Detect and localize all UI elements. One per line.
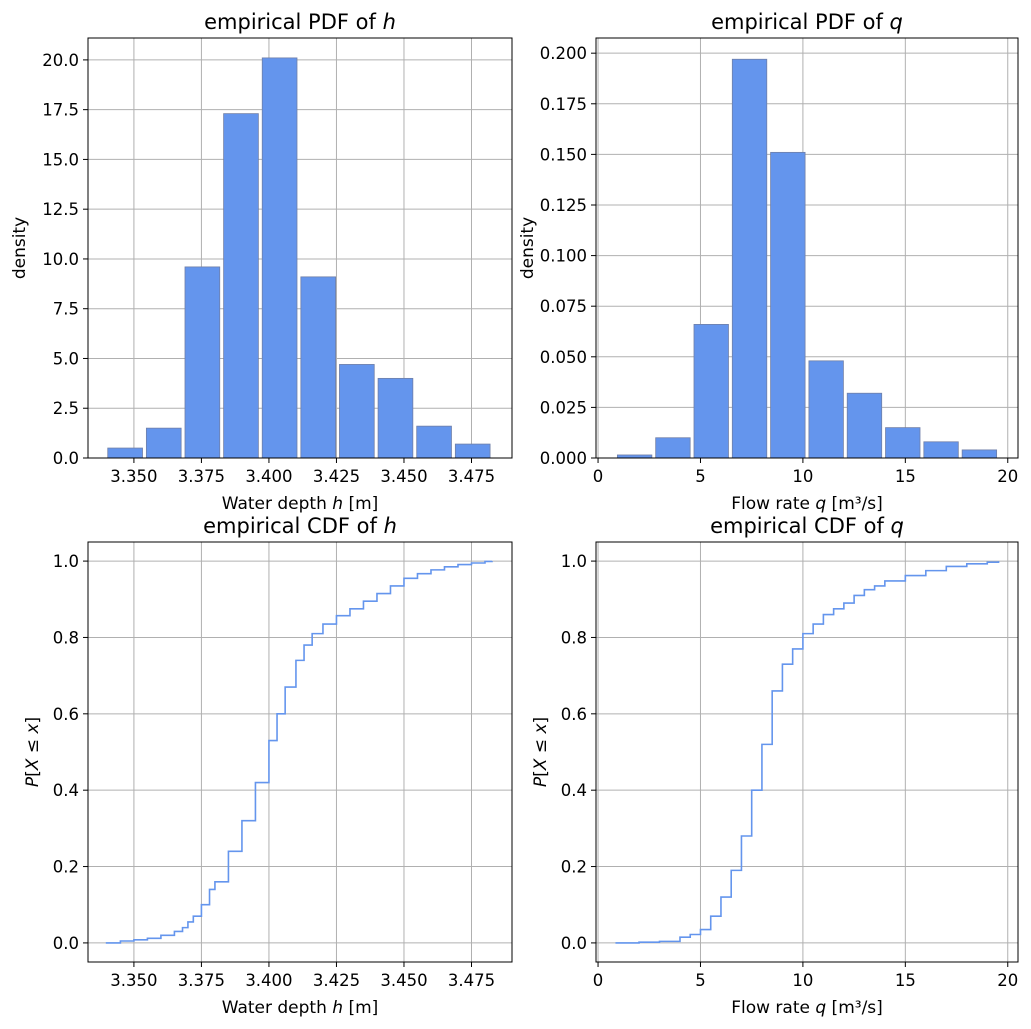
histogram-bar-8 [885, 427, 921, 459]
y-tick-label: 0.0 [561, 934, 587, 953]
y-tick-label: 0.200 [540, 44, 587, 63]
histogram-bar-1 [107, 447, 143, 459]
y-tick-label: 0.0 [53, 449, 79, 468]
histogram-bar-5 [770, 151, 806, 459]
y-tick-label: 0.025 [540, 398, 587, 417]
histogram-bar-3 [693, 324, 729, 459]
chart-panel-4: 0 5 10 15 20 0.0 0.2 0.4 0.6 0.8 1.0 empirical CDF … [531, 514, 1019, 1018]
histogram-bar-6 [808, 360, 844, 459]
x-tick-label: 3.475 [448, 467, 495, 486]
x-tick-label: 3.450 [380, 467, 427, 486]
histogram-bar-2 [145, 427, 182, 459]
x-tick-label: 3.475 [448, 971, 495, 990]
x-tick-label: 0 [593, 971, 604, 990]
y-tick-label: 15.0 [42, 150, 79, 169]
y-tick-label: 0.2 [561, 858, 587, 877]
plot-frame [87, 37, 513, 459]
x-axis-label: Water depth h [m] [222, 494, 379, 514]
y-tick-label: 1.0 [561, 552, 587, 571]
y-tick-label: 0.2 [53, 858, 79, 877]
y-tick-label: 2.5 [53, 399, 79, 418]
y-tick-label: 0.6 [561, 705, 587, 724]
histogram-bar-9 [416, 425, 452, 459]
y-tick-label: 0.175 [540, 95, 587, 114]
y-axis-label: density [518, 217, 538, 279]
x-tick-label: 0 [593, 467, 604, 486]
y-tick-label: 10.0 [42, 250, 79, 269]
x-tick-label: 20 [997, 467, 1018, 486]
histogram-bar-9 [923, 441, 959, 459]
y-tick-label: 0.125 [540, 196, 587, 215]
x-tick-label: 3.375 [178, 971, 225, 990]
y-tick-label: 0.150 [540, 145, 587, 164]
y-tick-label: 0.6 [53, 705, 79, 724]
x-tick-label: 3.375 [178, 467, 225, 486]
x-tick-label: 3.400 [245, 971, 292, 990]
chart-title: empirical CDF of q [710, 514, 904, 538]
cdf-line [105, 560, 493, 944]
x-tick-label: 10 [792, 467, 813, 486]
chart-title: empirical PDF of h [204, 10, 396, 34]
x-tick-label: 3.425 [313, 467, 360, 486]
x-tick-label: 5 [695, 467, 706, 486]
x-tick-label: 3.350 [110, 467, 157, 486]
x-tick-label: 15 [895, 971, 916, 990]
chart-title: empirical PDF of q [711, 10, 903, 34]
x-tick-label: 3.450 [380, 971, 427, 990]
y-axis-label: P[X ≤ x] [23, 717, 43, 787]
y-tick-label: 20.0 [42, 51, 79, 70]
x-tick-label: 3.350 [110, 971, 157, 990]
histogram-bar-10 [454, 443, 491, 459]
y-tick-label: 0.050 [540, 348, 587, 367]
histogram-bar-8 [377, 377, 414, 459]
y-tick-label: 5.0 [53, 349, 79, 368]
histogram-bar-4 [731, 58, 768, 459]
y-tick-label: 7.5 [53, 300, 79, 319]
y-tick-label: 0.075 [540, 297, 587, 316]
x-tick-label: 10 [792, 971, 813, 990]
x-axis-label: Flow rate q [m³/s] [731, 494, 883, 514]
x-tick-label: 3.425 [313, 971, 360, 990]
x-axis-label: Water depth h [m] [222, 998, 379, 1018]
y-tick-label: 0.4 [561, 781, 587, 800]
histogram-bar-6 [300, 276, 337, 459]
y-tick-label: 12.5 [42, 200, 79, 219]
x-tick-label: 15 [895, 467, 916, 486]
y-tick-label: 0.4 [53, 781, 79, 800]
cdf-line [615, 561, 1000, 944]
x-tick-label: 20 [997, 971, 1018, 990]
chart-panel-3: 3.350 3.375 3.400 3.425 3.450 3.475 0.0 0.2 0.4 0… [23, 514, 513, 1018]
histogram-bar-3 [184, 266, 221, 459]
y-tick-label: 0.0 [53, 934, 79, 953]
plot-frame [595, 37, 1019, 459]
chart-panel-2: 0 5 10 15 20 0.000 0.025 0.050 0.075 0.100 0.125 0.… [518, 10, 1019, 514]
x-tick-label: 5 [695, 971, 706, 990]
histogram-bar-5 [261, 57, 298, 459]
plot-frame [595, 541, 1019, 963]
y-tick-label: 0.8 [53, 628, 79, 647]
y-axis-label: density [10, 217, 30, 279]
histogram-bar-4 [223, 113, 259, 459]
y-tick-label: 0.100 [540, 247, 587, 266]
x-axis-label: Flow rate q [m³/s] [731, 998, 883, 1018]
y-tick-label: 0.000 [540, 449, 587, 468]
histogram-bar-2 [655, 437, 691, 459]
chart-title: empirical CDF of h [203, 514, 397, 538]
y-tick-label: 17.5 [42, 101, 79, 120]
x-tick-label: 3.400 [245, 467, 292, 486]
histogram-bar-7 [339, 364, 375, 459]
chart-panel-1: 3.350 3.375 3.400 3.425 3.450 3.475 0.0 2.5 5.0 7… [10, 10, 513, 514]
plot-frame [87, 541, 513, 963]
histogram-bar-10 [961, 449, 998, 459]
histogram-bar-7 [846, 392, 883, 459]
y-tick-label: 1.0 [53, 552, 79, 571]
y-axis-label: P[X ≤ x] [531, 717, 551, 787]
y-tick-label: 0.8 [561, 628, 587, 647]
